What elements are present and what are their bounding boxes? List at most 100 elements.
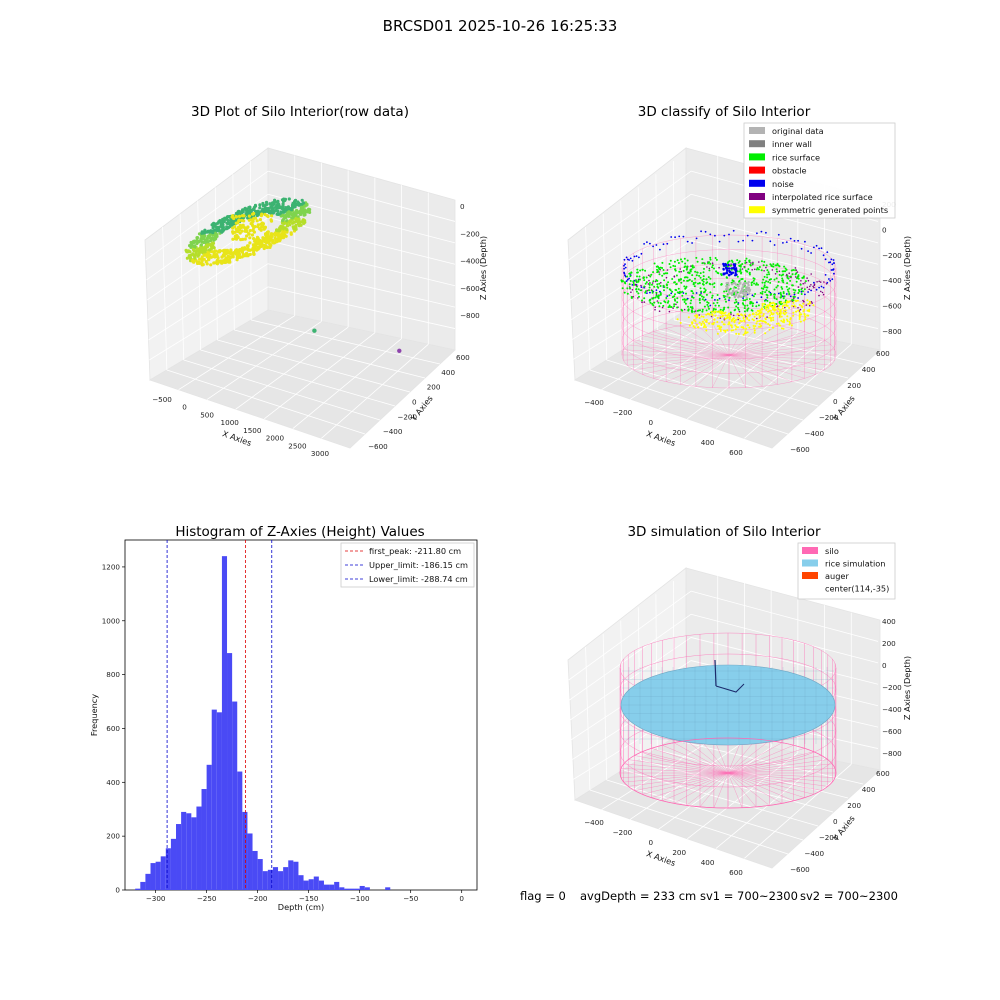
rice-surface-point [673, 260, 676, 263]
noise-point [824, 258, 827, 261]
silo-floor-spoke [686, 740, 729, 774]
rice-surface-point [682, 269, 685, 272]
data-point [241, 210, 245, 214]
symmetric-point [693, 326, 696, 329]
legend-swatch [749, 179, 765, 187]
rice-surface-point [691, 280, 693, 283]
data-point [199, 243, 203, 247]
symmetric-point [793, 304, 796, 307]
data-point [302, 221, 306, 225]
interpolated-point [794, 276, 797, 278]
symmetric-point [779, 311, 782, 314]
symmetric-point [734, 328, 737, 331]
data-point [246, 225, 250, 229]
rice-surface-point [765, 264, 768, 267]
rice-surface-point [621, 280, 623, 283]
rice-surface-point [663, 279, 666, 282]
rice-surface-point [680, 258, 682, 261]
tick-label: −500 [152, 395, 172, 404]
symmetric-point [753, 329, 756, 332]
interpolated-point [807, 279, 810, 282]
noise-point [807, 250, 809, 253]
original-point [742, 282, 746, 285]
data-point [254, 209, 258, 213]
rice-surface-point [762, 287, 765, 290]
symmetric-point [719, 330, 722, 332]
original-point [745, 289, 748, 292]
data-point [276, 202, 280, 206]
data-point [240, 214, 245, 218]
legend: original data inner wall rice surface obsta… [743, 122, 896, 219]
rice-surface-point [689, 306, 692, 309]
noise-point [722, 268, 725, 271]
data-point [265, 214, 269, 218]
symmetric-point [784, 309, 787, 312]
data-point [238, 212, 242, 216]
noise-point [649, 242, 651, 245]
symmetric-point [748, 313, 751, 316]
rice-surface-point [769, 263, 772, 266]
rice-surface-point [776, 263, 779, 265]
rice-surface-point [702, 283, 705, 286]
symmetric-point [752, 319, 755, 322]
data-point [300, 202, 304, 206]
symmetric-point [798, 311, 801, 314]
rice-surface-point [702, 275, 705, 278]
symmetric-point [721, 321, 724, 323]
data-point [263, 237, 267, 241]
rice-surface-point [703, 262, 706, 265]
panel-histogram: Histogram of Z-Axies (Height) Values −30… [89, 524, 478, 912]
rice-surface-point [675, 289, 678, 292]
rice-surface-point [701, 279, 704, 282]
data-point [251, 247, 255, 251]
interpolated-point [654, 280, 657, 283]
rice-surface-point [737, 306, 739, 309]
data-point [197, 240, 201, 244]
noise-point [726, 269, 729, 272]
rice-surface-point [740, 272, 742, 275]
symmetric-point [806, 309, 809, 312]
silo-floor-spoke [653, 354, 730, 379]
rice-surface-point [789, 279, 792, 282]
silo-floor-spoke [728, 344, 831, 356]
figure-suptitle: BRCSD01 2025-10-26 16:25:33 [383, 17, 618, 35]
data-point [229, 255, 233, 259]
histogram-bar [267, 869, 273, 890]
x-tick-label: 0 [459, 894, 464, 903]
rice-surface-point [786, 282, 789, 285]
rice-surface-point [776, 270, 778, 273]
noise-point [726, 267, 730, 270]
rice-surface-point [766, 286, 769, 289]
rice-surface-point [747, 268, 750, 271]
legend: first_peak: -211.80 cm Upper_limit: -186.… [340, 542, 475, 588]
legend-label: inner wall [772, 139, 812, 149]
data-point [187, 249, 191, 253]
data-point [246, 253, 250, 257]
noise-point [785, 241, 788, 244]
symmetric-point [773, 302, 776, 305]
noise-point [646, 292, 648, 294]
data-point [260, 209, 264, 213]
rice-surface-point [739, 268, 742, 271]
silo-floor-spoke [727, 772, 822, 791]
noise-point [623, 267, 625, 270]
symmetric-point [761, 304, 764, 307]
symmetric-point [721, 315, 724, 318]
histogram-bar [140, 881, 146, 890]
data-point [221, 249, 225, 253]
data-point [195, 247, 199, 251]
rice-surface-point [697, 282, 699, 285]
tick-label: 200 [672, 848, 686, 857]
tick-label: −400 [460, 257, 480, 266]
symmetric-point [785, 304, 788, 307]
noise-point [818, 286, 820, 289]
tick-label: −600 [790, 865, 810, 874]
data-point [290, 216, 294, 220]
interpolated-point [804, 282, 806, 284]
rice-surface-point [738, 260, 741, 263]
histogram-bar [242, 811, 248, 890]
noise-point [756, 301, 758, 304]
rice-surface-point [755, 305, 758, 308]
data-point [189, 245, 193, 249]
data-point [290, 212, 294, 216]
